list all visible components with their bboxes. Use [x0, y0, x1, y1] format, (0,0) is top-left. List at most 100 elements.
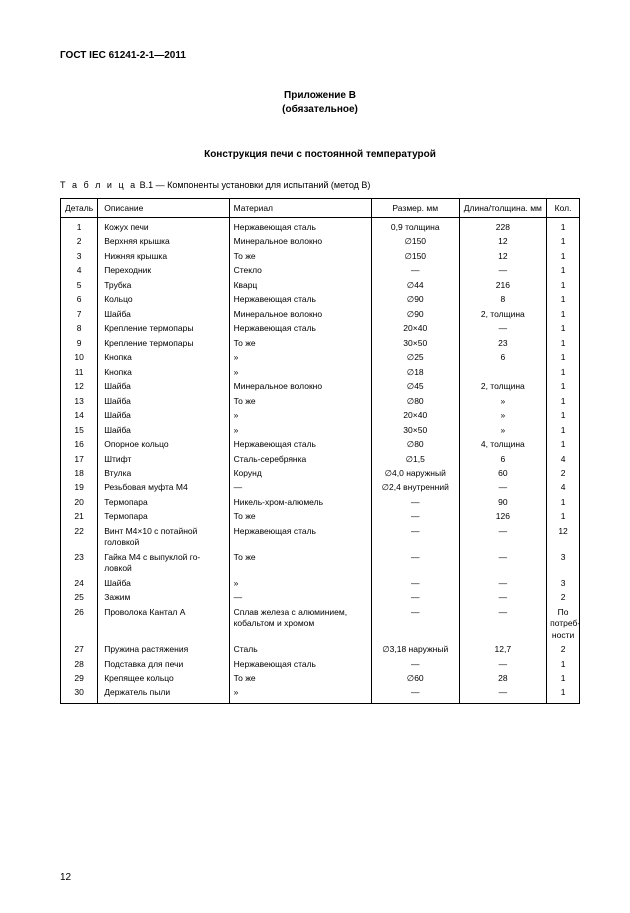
cell-length: — [459, 322, 547, 336]
cell-desc: Крепящее кольцо [98, 672, 229, 686]
cell-material: — [229, 481, 371, 495]
cell-detail: 17 [61, 452, 98, 466]
cell-length: — [459, 686, 547, 703]
annex-note: (обязательное) [60, 103, 580, 117]
cell-desc: Втулка [98, 466, 229, 480]
cell-length: 216 [459, 278, 547, 292]
table-row: 20ТермопараНикель-хром-алюмель—901 [61, 495, 580, 509]
cell-material: » [229, 351, 371, 365]
cell-material: Минеральное волокно [229, 307, 371, 321]
cell-length: 60 [459, 466, 547, 480]
cell-material: Нержавеющая сталь [229, 218, 371, 235]
table-row: 10Кнопка»∅2561 [61, 351, 580, 365]
cell-qty: 1 [547, 495, 580, 509]
cell-desc: Штифт [98, 452, 229, 466]
table-row: 18ВтулкаКорунд∅4,0 наружный602 [61, 466, 580, 480]
cell-size: 0,9 толщина [371, 218, 459, 235]
table-row: 19Резьбовая муфта М4—∅2,4 внутренний—4 [61, 481, 580, 495]
cell-desc: Переходник [98, 264, 229, 278]
cell-material: Нержавеющая сталь [229, 322, 371, 336]
cell-qty: 1 [547, 423, 580, 437]
cell-length: — [459, 481, 547, 495]
cell-size: ∅80 [371, 438, 459, 452]
cell-desc: Кольцо [98, 293, 229, 307]
cell-desc: Крепление термопары [98, 322, 229, 336]
cell-desc: Шайба [98, 380, 229, 394]
cell-size: ∅90 [371, 293, 459, 307]
cell-material: Нержавеющая сталь [229, 293, 371, 307]
cell-desc: Резьбовая муфта М4 [98, 481, 229, 495]
cell-detail: 6 [61, 293, 98, 307]
cell-material: Сталь-серебрянка [229, 452, 371, 466]
cell-desc: Шайба [98, 576, 229, 590]
cell-size: — [371, 591, 459, 605]
cell-qty: 1 [547, 264, 580, 278]
table-row: 28Подставка для печиНержавеющая сталь——1 [61, 657, 580, 671]
cell-detail: 20 [61, 495, 98, 509]
cell-material: Нержавеющая сталь [229, 524, 371, 550]
cell-qty: 2 [547, 466, 580, 480]
cell-qty: По потреб- ности [547, 605, 580, 642]
cell-qty: 1 [547, 249, 580, 263]
cell-qty: 1 [547, 278, 580, 292]
cell-detail: 28 [61, 657, 98, 671]
cell-qty: 3 [547, 550, 580, 576]
table-header-row: Деталь Описание Материал Размер. мм Длин… [61, 199, 580, 218]
cell-detail: 4 [61, 264, 98, 278]
cell-detail: 10 [61, 351, 98, 365]
cell-size: — [371, 510, 459, 524]
cell-size: — [371, 264, 459, 278]
annex-title: Приложение В [60, 89, 580, 103]
cell-detail: 29 [61, 672, 98, 686]
cell-desc: Шайба [98, 423, 229, 437]
col-header-length: Длина/толщина. мм [459, 199, 547, 218]
cell-detail: 5 [61, 278, 98, 292]
table-row: 9Крепление термопарыТо же30×50231 [61, 336, 580, 350]
cell-desc: Шайба [98, 409, 229, 423]
table-row: 7ШайбаМинеральное волокно∅902, толщина1 [61, 307, 580, 321]
cell-size: ∅18 [371, 365, 459, 379]
cell-detail: 9 [61, 336, 98, 350]
cell-length: — [459, 657, 547, 671]
cell-length: — [459, 524, 547, 550]
cell-detail: 23 [61, 550, 98, 576]
cell-size: 20×40 [371, 409, 459, 423]
cell-desc: Держатель пыли [98, 686, 229, 703]
cell-material: » [229, 686, 371, 703]
cell-detail: 2 [61, 235, 98, 249]
cell-length: 12 [459, 249, 547, 263]
cell-desc: Крепление термопары [98, 336, 229, 350]
cell-size: — [371, 524, 459, 550]
cell-desc: Термопара [98, 495, 229, 509]
cell-length: — [459, 550, 547, 576]
cell-length: 228 [459, 218, 547, 235]
cell-qty: 1 [547, 394, 580, 408]
cell-detail: 1 [61, 218, 98, 235]
cell-size: — [371, 550, 459, 576]
table-caption-prefix: Т а б л и ц а [60, 180, 137, 190]
cell-material: Минеральное волокно [229, 380, 371, 394]
cell-length: 2, толщина [459, 380, 547, 394]
cell-size: — [371, 495, 459, 509]
table-row: 5ТрубкаКварц∅442161 [61, 278, 580, 292]
cell-size: 30×50 [371, 336, 459, 350]
cell-qty: 4 [547, 481, 580, 495]
table-body: 1Кожух печиНержавеющая сталь0,9 толщина2… [61, 218, 580, 704]
cell-qty: 12 [547, 524, 580, 550]
cell-detail: 21 [61, 510, 98, 524]
table-row: 30Держатель пыли»——1 [61, 686, 580, 703]
cell-detail: 14 [61, 409, 98, 423]
table-row: 14Шайба»20×40»1 [61, 409, 580, 423]
cell-detail: 11 [61, 365, 98, 379]
cell-length: 28 [459, 672, 547, 686]
cell-material: Нержавеющая сталь [229, 657, 371, 671]
cell-qty: 1 [547, 218, 580, 235]
cell-length: — [459, 591, 547, 605]
cell-qty: 1 [547, 293, 580, 307]
table-row: 24Шайба»——3 [61, 576, 580, 590]
cell-qty: 1 [547, 336, 580, 350]
cell-length: — [459, 576, 547, 590]
cell-qty: 1 [547, 409, 580, 423]
cell-desc: Опорное кольцо [98, 438, 229, 452]
cell-desc: Кнопка [98, 365, 229, 379]
